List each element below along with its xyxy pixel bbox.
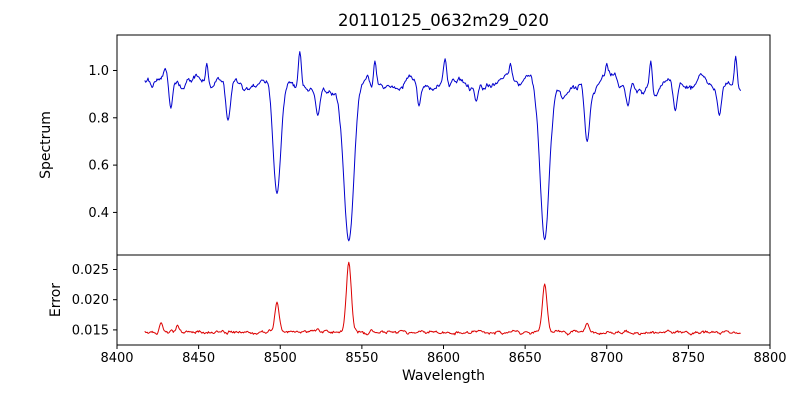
x-tick-label: 8400 [100, 351, 133, 366]
y-tick-label: 0.8 [88, 111, 109, 126]
x-tick-label: 8600 [427, 351, 460, 366]
y-tick-label: 1.0 [88, 64, 109, 79]
y-tick-label: 0.025 [72, 263, 109, 278]
spectrum-line [144, 51, 742, 242]
y-tick-label: 0.6 [88, 159, 109, 174]
x-tick-label: 8450 [182, 351, 215, 366]
y-tick-label: 0.015 [72, 323, 109, 338]
x-axis-label: Wavelength [401, 368, 486, 384]
error-line [144, 261, 741, 336]
chart-title: 20110125_0632m29_020 [337, 11, 550, 30]
x-tick-label: 8650 [509, 351, 542, 366]
x-tick-label: 8550 [345, 351, 378, 366]
y-tick-label: 0.020 [72, 293, 109, 308]
x-tick-label: 8500 [264, 351, 297, 366]
y-tick-label: 0.4 [88, 206, 109, 221]
x-tick-label: 8750 [672, 351, 705, 366]
x-tick-label: 8700 [590, 351, 623, 366]
error-axes-frame [116, 254, 771, 346]
x-tick-label: 8800 [753, 351, 786, 366]
